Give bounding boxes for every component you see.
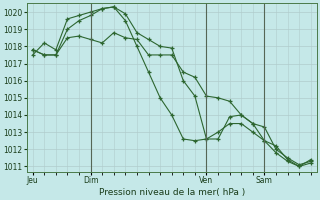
X-axis label: Pression niveau de la mer( hPa ): Pression niveau de la mer( hPa ) <box>99 188 245 197</box>
